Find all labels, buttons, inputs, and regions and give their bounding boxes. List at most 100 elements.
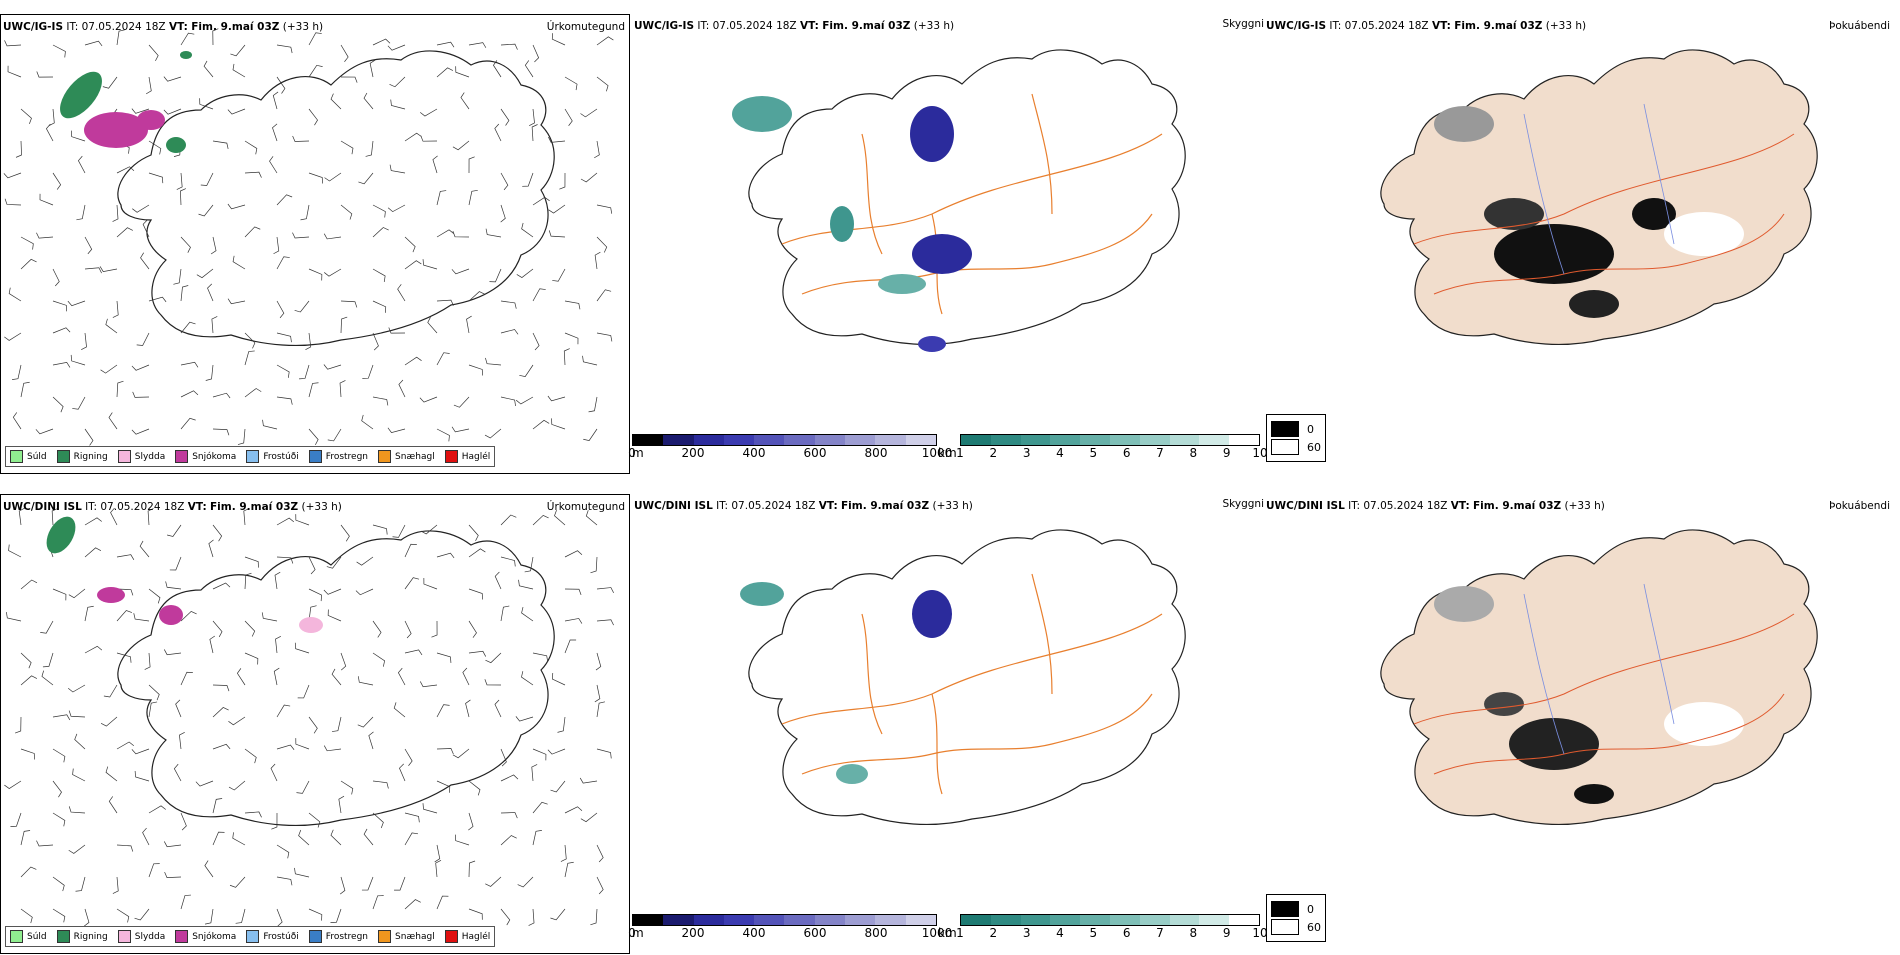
- wind-barb: [548, 230, 566, 238]
- wind-barb: [451, 426, 470, 433]
- wind-barb: [200, 172, 214, 186]
- wind-barb: [528, 908, 535, 926]
- wind-barb: [308, 32, 322, 46]
- wind-barb: [227, 203, 246, 210]
- wind-barb: [404, 899, 421, 910]
- legend-swatch: [378, 450, 392, 463]
- wind-barb: [596, 236, 608, 253]
- wind-barb: [176, 172, 183, 190]
- colorbar-tick: 6: [1122, 446, 1131, 460]
- wind-barb: [595, 652, 602, 671]
- legend-swatch: [444, 930, 458, 943]
- wind-barb: [180, 417, 196, 430]
- wind-barb: [52, 300, 67, 312]
- legend-item: Rigning: [56, 930, 108, 943]
- wind-barb: [244, 226, 261, 238]
- wind-barb: [165, 581, 182, 590]
- wind-barb: [468, 42, 487, 48]
- wind-barb: [20, 908, 33, 924]
- fog-legend-row: 60: [1271, 439, 1321, 455]
- wind-barb: [212, 524, 223, 542]
- wind-barb: [432, 155, 438, 174]
- wind-barb: [372, 38, 391, 46]
- wind-barb: [84, 605, 94, 622]
- wind-barb: [596, 587, 614, 594]
- legend-swatch: [308, 930, 322, 943]
- wind-barb: [436, 352, 450, 366]
- wind-barb: [387, 44, 406, 51]
- wind-barb: [494, 571, 502, 590]
- wind-barb: [358, 172, 374, 185]
- wind-barb: [273, 236, 280, 255]
- wind-barb: [550, 780, 566, 793]
- wind-barb: [521, 222, 534, 238]
- wind-barb: [12, 412, 22, 430]
- wind-barb: [521, 607, 534, 622]
- colorbar-segment: [1020, 435, 1051, 445]
- wind-barb: [387, 204, 406, 213]
- wind-barb: [500, 556, 516, 567]
- wind-barb: [52, 361, 71, 368]
- wind-barb: [52, 396, 64, 413]
- wind-barb: [36, 71, 54, 78]
- wind-barb: [271, 812, 278, 830]
- wind-barb: [564, 332, 579, 345]
- fog-legend: 0 60: [1266, 414, 1326, 462]
- colorbar-segment: [1080, 435, 1110, 445]
- wind-barb: [419, 108, 438, 117]
- colorbar-segment: [1139, 915, 1170, 925]
- wind-barb: [308, 812, 321, 828]
- wind-barb: [14, 716, 22, 734]
- wind-barb: [399, 763, 406, 782]
- wind-barb: [468, 860, 476, 878]
- wind-barb: [357, 716, 374, 728]
- wind-barb: [590, 908, 598, 926]
- wind-barb: [547, 395, 566, 402]
- wind-barb: [515, 396, 534, 405]
- colorbar-segment: [633, 435, 664, 445]
- wind-barb: [105, 318, 118, 334]
- wind-barb: [434, 844, 441, 863]
- wind-barb: [596, 36, 614, 46]
- wind-barb: [468, 524, 479, 541]
- wind-barb: [180, 610, 197, 622]
- wind-barb: [524, 556, 534, 573]
- wind-barb: [244, 620, 256, 637]
- wind-barb: [579, 777, 598, 784]
- wind-barb: [372, 268, 386, 282]
- wind-barb: [340, 652, 347, 671]
- legend-item: Snæhagl: [378, 930, 435, 943]
- precip-patches: [46, 516, 323, 633]
- wind-barb: [372, 332, 379, 351]
- wind-barb: [531, 124, 538, 142]
- wind-barb: [134, 908, 150, 921]
- wind-barb: [204, 908, 214, 925]
- colorbar-segment: [784, 915, 815, 925]
- wind-barb: [52, 812, 66, 827]
- legend-item: Frostúði: [246, 930, 299, 943]
- wind-barb: [393, 702, 406, 718]
- wind-barb: [244, 748, 257, 764]
- wind-barb: [308, 716, 318, 734]
- legend-swatch: [246, 450, 260, 463]
- wind-barb: [132, 391, 150, 398]
- colorbar-tick: 0: [628, 926, 636, 940]
- height-colorbar: 0 200 400 600 800 1000: [628, 434, 952, 460]
- wind-barb: [131, 428, 150, 435]
- wind-barb: [142, 219, 150, 238]
- wind-barb: [276, 364, 290, 378]
- wind-barb: [436, 41, 455, 48]
- wind-barb: [42, 652, 54, 668]
- wind-barb: [436, 299, 454, 306]
- wind-barb: [492, 60, 502, 78]
- fog-panel-top: UWC/IG-IS IT: 07.05.2024 18Z VT: Fim. 9.…: [1264, 14, 1894, 474]
- colorbar-segment: [693, 435, 724, 445]
- wind-barb: [148, 44, 159, 62]
- wind-barb: [368, 731, 374, 750]
- colorbar-tick: 10: [1252, 926, 1268, 940]
- precip-type-panel-top: UWC/IG-IS IT: 07.05.2024 18Z VT: Fim. 9.…: [0, 14, 630, 474]
- legend-item: Slydda: [117, 930, 165, 943]
- wind-barb: [212, 620, 223, 638]
- wind-barb: [52, 172, 62, 190]
- wind-barb: [594, 251, 601, 270]
